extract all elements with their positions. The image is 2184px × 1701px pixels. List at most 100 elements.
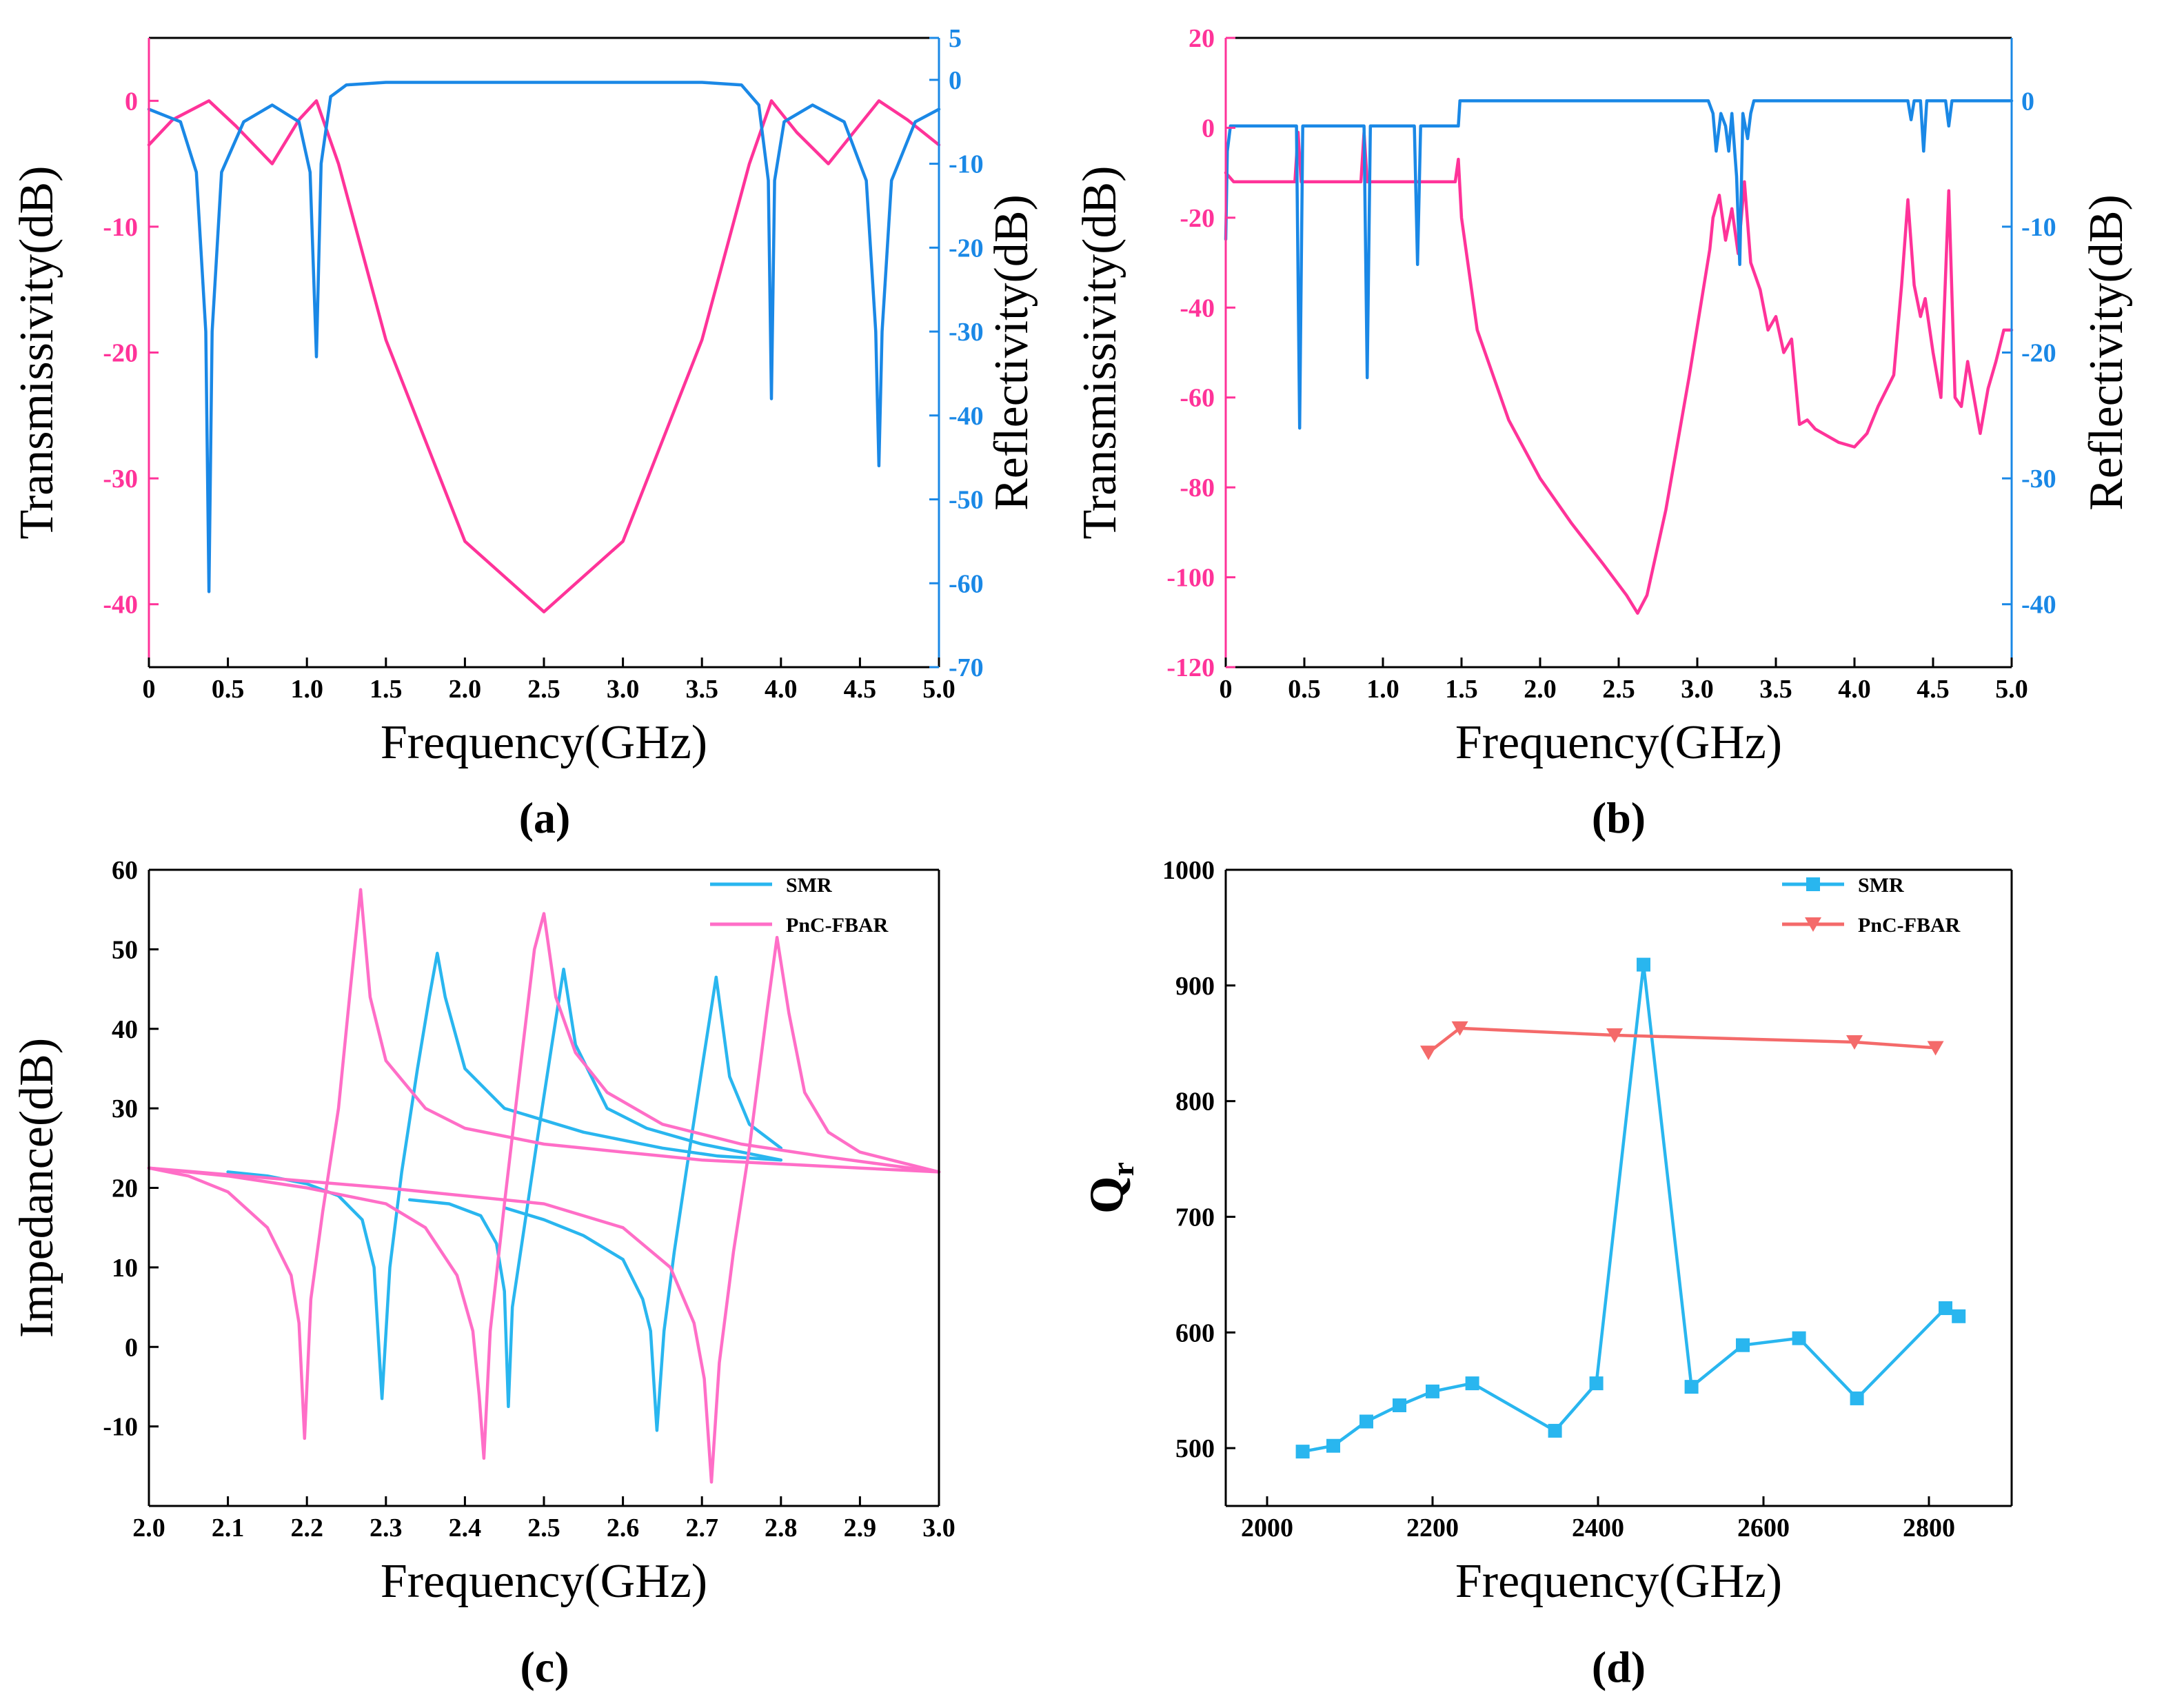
x-tick-label: 4.5	[1917, 675, 1950, 704]
x-tick-label: 3.0	[607, 675, 640, 704]
series-reflectivity	[147, 81, 941, 593]
y2-tick-label: 5	[949, 24, 962, 53]
series-line-smr	[503, 975, 783, 1432]
x-tick-label: 2.3	[370, 1514, 403, 1542]
x-axis-label: Frequency(GHz)	[381, 716, 707, 769]
x-tick-label: 0	[1220, 675, 1233, 704]
y-tick-label: -120	[1166, 653, 1215, 682]
x-tick-label: 3.5	[685, 675, 718, 704]
y-tick-label: -40	[103, 591, 138, 620]
y-tick-label: -40	[1180, 294, 1215, 323]
data-point	[1736, 1338, 1750, 1352]
y2-tick-label: -10	[949, 150, 984, 179]
y-tick-label: -60	[1180, 384, 1215, 413]
series-line-transmissivity	[147, 99, 941, 613]
x-tick-label: 4.0	[1838, 675, 1871, 704]
x-axis-label: Frequency(GHz)	[1455, 716, 1782, 769]
x-tick-label: 2.5	[527, 1514, 560, 1542]
series-transmissivity	[1224, 130, 2014, 615]
x-tick-label: 3.0	[1681, 675, 1714, 704]
series-line-pnc-fbar	[147, 935, 941, 1484]
y2-tick-label: -20	[949, 234, 984, 263]
x-tick-label: 4.5	[844, 675, 877, 704]
legend-label-pnc-fbar: PnC-FBAR	[1858, 914, 1961, 937]
data-point	[1426, 1384, 1439, 1398]
legend: SMR PnC-FBAR	[1782, 874, 1961, 937]
y2-tick-label: -30	[2021, 465, 2056, 493]
x-tick-label: 2.5	[1602, 675, 1635, 704]
panel-caption: (c)	[520, 1642, 569, 1691]
y-tick-label: 50	[112, 935, 138, 964]
data-point	[1606, 1028, 1623, 1043]
x-tick-label: 2.0	[1524, 675, 1557, 704]
panel-b: 0 0.5 1.0 1.5 2.0 2.5 3.0 3.5 4.0 4.5 5.0 20 0 -20 -40…	[1073, 24, 2133, 842]
y-tick-label: 20	[112, 1174, 138, 1203]
y2-tick-label: -30	[949, 318, 984, 347]
x-tick-label: 2.1	[212, 1514, 245, 1542]
data-point	[1846, 1035, 1863, 1050]
y-tick-label: 20	[1189, 24, 1215, 53]
y-axis-label-main: Q	[1080, 1176, 1133, 1213]
y-tick-label: 0	[1202, 114, 1215, 143]
data-point	[1451, 1021, 1468, 1036]
y-tick-label: 800	[1175, 1088, 1215, 1117]
series-line-pnc-fbar	[147, 912, 941, 1460]
x-tick-label: 2000	[1241, 1514, 1293, 1542]
y2-tick-label: -60	[949, 569, 984, 598]
series-line-transmissivity	[1224, 130, 2014, 615]
data-point	[1420, 1046, 1437, 1061]
y-axis-label: Qr	[1080, 1162, 1140, 1214]
x-tick-label: 2.5	[527, 675, 560, 704]
x-tick-label: 2600	[1737, 1514, 1790, 1542]
y-tick-label: 600	[1175, 1318, 1215, 1347]
series-pnc-fbar	[147, 888, 941, 1484]
y2-tick-label: -50	[949, 486, 984, 515]
data-point	[1548, 1423, 1562, 1438]
y-tick-label: -20	[1180, 204, 1215, 233]
x-axis-label: Frequency(GHz)	[381, 1555, 707, 1608]
legend-marker	[1805, 917, 1821, 932]
data-point	[1589, 1376, 1604, 1391]
x-tick-label: 3.0	[922, 1514, 956, 1542]
y-tick-label: 30	[112, 1094, 138, 1123]
data-point	[1927, 1041, 1944, 1056]
y-tick-label: -80	[1180, 473, 1215, 502]
y-axis-label: Transmissivity(dB)	[1073, 166, 1126, 540]
y-axis-label-sub: r	[1105, 1162, 1140, 1176]
x-tick-label: 3.5	[1759, 675, 1792, 704]
y2-tick-label: 0	[2021, 87, 2034, 116]
x-tick-label: 2.6	[607, 1514, 640, 1542]
x-tick-label: 2.0	[449, 675, 482, 704]
y2-tick-label: -40	[949, 402, 984, 431]
y-tick-label: -20	[103, 339, 138, 368]
y2-tick-label: -40	[2021, 591, 2056, 620]
y-tick-label: -30	[103, 465, 138, 493]
x-tick-label: 0.5	[1288, 675, 1321, 704]
x-tick-label: 5.0	[1995, 675, 2028, 704]
data-point	[1939, 1301, 1952, 1316]
y-axis-label: Transmissivity(dB)	[10, 166, 63, 540]
y-tick-label: 60	[112, 856, 138, 885]
data-point	[1637, 957, 1650, 972]
y-tick-label: 0	[125, 1333, 138, 1362]
y-tick-label: 900	[1175, 972, 1215, 1001]
data-point	[1952, 1309, 1966, 1323]
y-tick-label: 10	[112, 1254, 138, 1283]
x-axis-label: Frequency(GHz)	[1455, 1555, 1782, 1608]
y-tick-label: 700	[1175, 1203, 1215, 1232]
series-reflectivity	[1224, 99, 2014, 430]
x-tick-label: 2200	[1406, 1514, 1459, 1542]
panel-caption: (d)	[1592, 1642, 1646, 1691]
data-point	[1295, 1445, 1310, 1459]
panel-caption: (a)	[519, 793, 571, 842]
panel-c: 2.0 2.1 2.2 2.3 2.4 2.5 2.6 2.7 2.8 2.9 3.0 60 50 40 3…	[10, 856, 956, 1691]
y-tick-label: -100	[1166, 564, 1215, 593]
data-point	[1393, 1398, 1406, 1412]
x-tick-label: 1.5	[1445, 675, 1478, 704]
y-tick-label: 1000	[1162, 856, 1215, 885]
y2-tick-label: -10	[2021, 213, 2056, 242]
legend-label-smr: SMR	[786, 874, 832, 897]
y2-axis-label: Reflectivity(dB)	[2080, 194, 2133, 511]
data-point	[1792, 1331, 1806, 1345]
